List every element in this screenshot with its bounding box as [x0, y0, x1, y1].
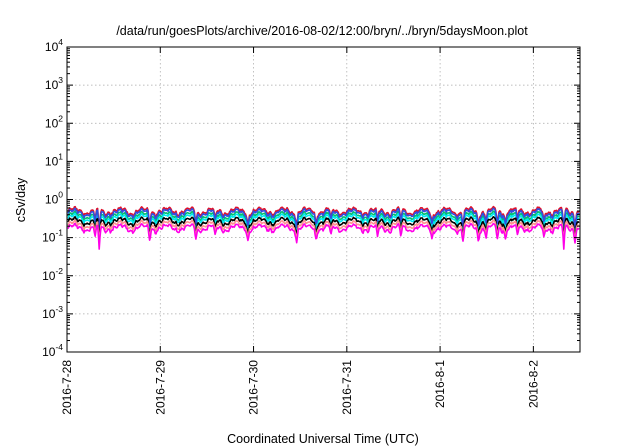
y-tick-label: 104	[45, 37, 63, 54]
y-tick-label: 10-4	[42, 342, 63, 359]
chart-title: /data/run/goesPlots/archive/2016-08-02/1…	[116, 24, 528, 38]
x-tick-label: 2016-8-1	[433, 360, 447, 408]
y-tick-label: 100	[45, 190, 63, 207]
series-group	[68, 207, 579, 250]
y-tick-label: 102	[45, 113, 63, 130]
x-tick-label: 2016-8-2	[526, 360, 540, 408]
y-tick-label: 10-1	[42, 228, 63, 245]
y-tick-label: 101	[45, 151, 63, 168]
x-tick-label: 2016-7-31	[340, 360, 354, 415]
x-tick-label: 2016-7-29	[153, 360, 167, 415]
y-tick-label: 10-3	[42, 304, 63, 321]
y-tick-label: 10-2	[42, 266, 63, 283]
y-tick-label: 103	[45, 75, 63, 92]
grid	[67, 47, 580, 352]
x-tick-label: 2016-7-30	[247, 360, 261, 415]
x-axis-label: Coordinated Universal Time (UTC)	[227, 432, 419, 446]
x-tick-label: 2016-7-28	[60, 360, 74, 415]
y-axis-label: cSv/day	[14, 177, 28, 222]
